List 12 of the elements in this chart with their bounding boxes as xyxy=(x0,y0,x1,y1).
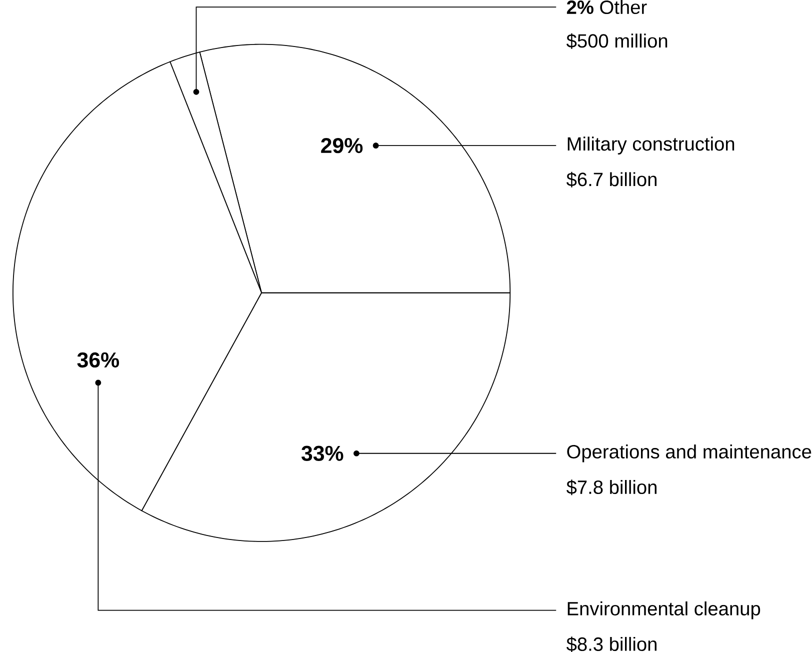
data-label: 36% xyxy=(77,352,119,368)
slice-label: Military construction xyxy=(568,136,734,154)
slice-label: Operations and maintenance xyxy=(567,444,812,462)
data-label: 29% xyxy=(321,138,363,154)
data-label: 2% xyxy=(566,0,594,14)
slice-label: Environmental cleanup xyxy=(568,601,760,620)
slice-label: Other xyxy=(600,0,647,14)
text: $500 million xyxy=(566,33,668,49)
text: $6.7 billion xyxy=(566,172,656,188)
data-label: 33% xyxy=(301,446,344,461)
text: $8.3 billion xyxy=(566,636,656,652)
text: $7.8 billion xyxy=(566,480,656,496)
